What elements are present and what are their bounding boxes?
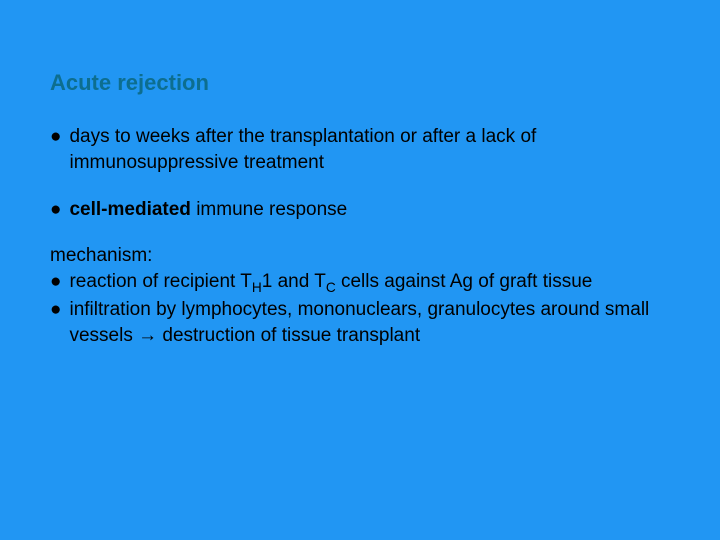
bullet-dot: ● [50, 197, 61, 223]
slide-title: Acute rejection [50, 70, 670, 96]
mechanism-label: mechanism: [50, 245, 670, 267]
mechanism-bullet-1: ● reaction of recipient TH1 and TC cells… [50, 269, 670, 297]
bullet-dot: ● [50, 124, 61, 175]
bullet-2: ● cell-mediated immune response [50, 197, 670, 223]
bullet-1: ● days to weeks after the transplantatio… [50, 124, 670, 175]
bullet-text: infiltration by lymphocytes, mononuclear… [69, 297, 670, 348]
mechanism-bullet-2: ● infiltration by lymphocytes, mononucle… [50, 297, 670, 348]
bullet-text: reaction of recipient TH1 and TC cells a… [69, 269, 670, 297]
bullet-dot: ● [50, 297, 61, 348]
bullet-text: days to weeks after the transplantation … [69, 124, 670, 175]
bullet-dot: ● [50, 269, 61, 297]
bullet-text: cell-mediated immune response [69, 197, 670, 223]
